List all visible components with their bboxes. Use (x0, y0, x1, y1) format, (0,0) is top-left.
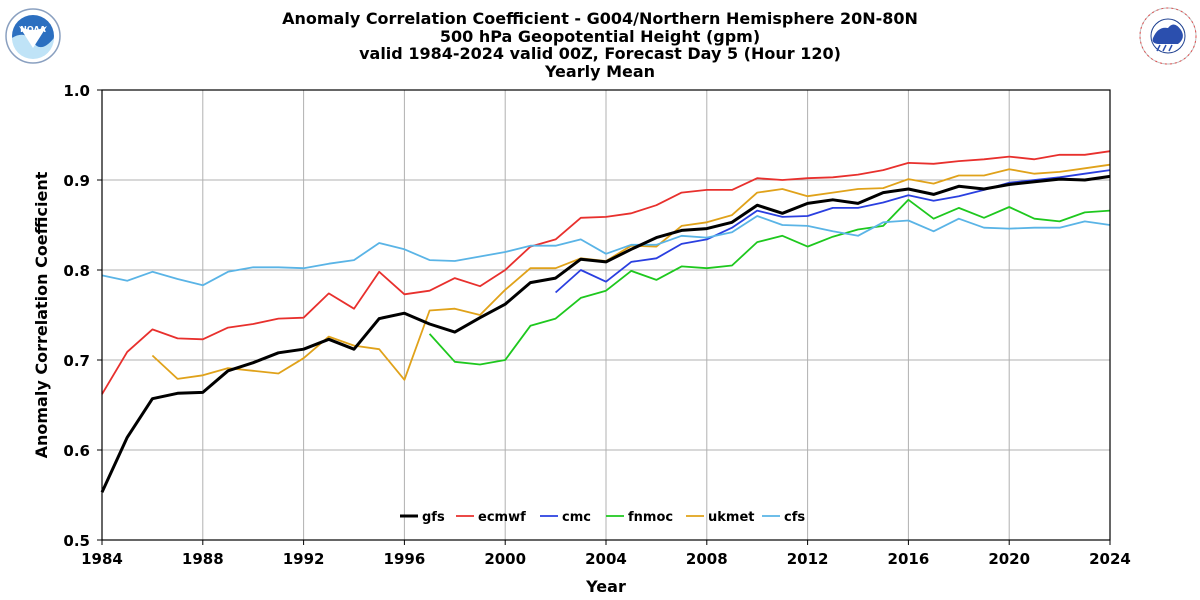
series-line-ukmet (151, 163, 1111, 381)
x-tick-label: 2000 (484, 550, 526, 568)
chart-title-line-2: 500 hPa Geopotential Height (gpm) (440, 27, 760, 46)
series-line-cmc (555, 169, 1111, 294)
legend-label-cmc: cmc (562, 510, 591, 525)
y-tick-label: 1.0 (63, 82, 90, 100)
x-tick-label: 1984 (81, 550, 123, 568)
x-tick-label: 1992 (283, 550, 325, 568)
series-line-ecmwf (101, 150, 1111, 395)
y-tick-label: 0.6 (63, 442, 90, 460)
legend-label-fnmoc: fnmoc (628, 510, 673, 525)
y-tick-label: 0.9 (63, 172, 90, 190)
series-lines (100, 150, 1111, 493)
chart-title-line-3: valid 1984-2024 valid 00Z, Forecast Day … (359, 44, 841, 63)
x-axis-label: Year (585, 577, 626, 596)
x-tick-label: 2012 (787, 550, 829, 568)
x-axis-ticks: 1984 1988 1992 1996 2000 2004 2008 2012 2016 2020… (81, 540, 1131, 568)
x-tick-label: 2020 (988, 550, 1030, 568)
x-tick-label: 1996 (384, 550, 426, 568)
x-tick-label: 1988 (182, 550, 224, 568)
svg-text:NOAA: NOAA (20, 25, 46, 34)
series-line-fnmoc (428, 198, 1111, 366)
x-tick-label: 2008 (686, 550, 728, 568)
y-axis-ticks: 0.5 0.6 0.7 0.8 0.9 1.0 (63, 82, 102, 550)
noaa-logo-icon: NOAA (5, 8, 61, 64)
legend-label-ecmwf: ecmwf (478, 510, 526, 525)
x-tick-label: 2004 (585, 550, 627, 568)
legend-label-gfs: gfs (422, 510, 445, 525)
x-tick-label: 2016 (888, 550, 930, 568)
grid (101, 89, 1111, 541)
y-tick-label: 0.7 (63, 352, 90, 370)
x-tick-label: 2024 (1089, 550, 1131, 568)
legend: gfs ecmwf cmc fnmoc ukmet cfs (400, 510, 805, 525)
legend-label-cfs: cfs (784, 510, 805, 525)
y-tick-label: 0.8 (63, 262, 90, 280)
chart-title-line-4: Yearly Mean (544, 62, 655, 81)
series-line-cfs (101, 215, 1111, 287)
y-axis-label: Anomaly Correlation Coefficient (32, 171, 51, 458)
series-line-gfs (100, 174, 1111, 493)
nws-logo-icon (1139, 7, 1197, 65)
y-tick-label: 0.5 (63, 532, 90, 550)
legend-label-ukmet: ukmet (708, 510, 754, 525)
chart-title-line-1: Anomaly Correlation Coefficient - G004/N… (282, 9, 918, 28)
